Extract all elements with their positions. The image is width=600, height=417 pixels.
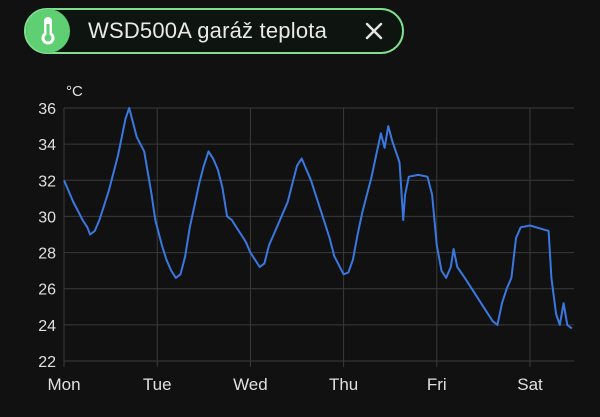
- y-tick-label: 24: [38, 318, 56, 335]
- chart-grid: [63, 107, 574, 367]
- y-tick-label: 34: [38, 137, 56, 154]
- x-tick-label: Tue: [143, 375, 172, 394]
- y-axis-label: °C: [66, 83, 83, 100]
- close-icon[interactable]: [362, 19, 386, 43]
- x-tick-label: Fri: [427, 375, 447, 394]
- y-axis-ticks: 22 24 26 28 30 32 34 36: [38, 101, 56, 371]
- y-tick-label: 36: [38, 101, 56, 118]
- chart-series: [63, 107, 573, 330]
- x-tick-label: Mon: [47, 375, 80, 394]
- x-tick-label: Wed: [233, 375, 268, 394]
- y-tick-label: 26: [38, 282, 56, 299]
- series-line: [63, 107, 573, 330]
- y-tick-label: 30: [38, 209, 56, 226]
- y-tick-label: 32: [38, 173, 56, 190]
- entity-chip[interactable]: WSD500A garáž teplota: [24, 8, 404, 54]
- chip-label: WSD500A garáž teplota: [88, 18, 328, 43]
- y-tick-label: 22: [38, 354, 56, 371]
- x-tick-label: Sat: [517, 375, 543, 394]
- y-tick-label: 28: [38, 246, 56, 263]
- thermometer-icon: [26, 9, 70, 53]
- x-tick-label: Thu: [329, 375, 358, 394]
- x-axis-ticks: Mon Tue Wed Thu Fri Sat: [47, 375, 543, 394]
